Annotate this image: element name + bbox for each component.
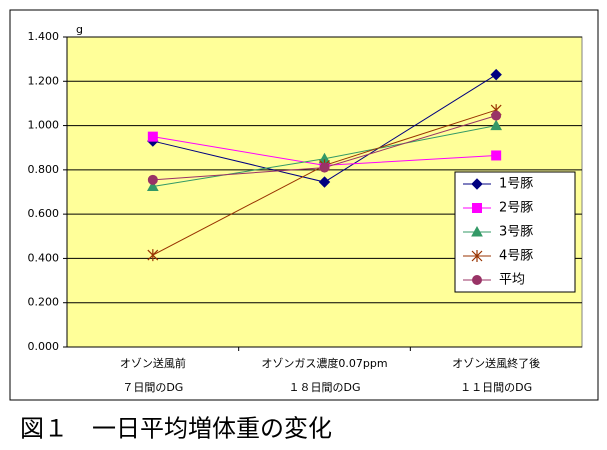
legend-label: 4号豚 bbox=[499, 249, 533, 264]
marker bbox=[318, 176, 331, 188]
legend-label: 2号豚 bbox=[499, 201, 533, 216]
marker bbox=[319, 162, 330, 173]
x-tick-label: オゾン送風終了後 bbox=[452, 356, 540, 370]
marker bbox=[471, 225, 483, 237]
y-tick-label: 0.400 bbox=[28, 251, 60, 264]
legend-label: 1号豚 bbox=[499, 177, 533, 192]
marker bbox=[490, 119, 503, 131]
y-tick-label: 0.000 bbox=[28, 340, 60, 353]
unit-label: g bbox=[76, 23, 83, 36]
marker bbox=[490, 68, 502, 81]
legend-label: 平均 bbox=[499, 273, 525, 288]
marker bbox=[471, 178, 483, 190]
caption: 図１ 一日平均増体重の変化 bbox=[20, 415, 332, 443]
y-tick-label: 1.400 bbox=[28, 30, 60, 43]
x-tick-label: オゾンガス濃度0.07ppm bbox=[261, 356, 387, 370]
marker bbox=[147, 174, 158, 185]
x-tick-label: １８日間のDG bbox=[289, 381, 361, 394]
marker bbox=[147, 131, 158, 142]
marker bbox=[472, 203, 482, 213]
y-tick-label: 1.200 bbox=[28, 74, 60, 87]
y-tick-label: 0.800 bbox=[28, 163, 60, 176]
x-tick-label: オゾン送風前 bbox=[120, 356, 186, 370]
y-tick-label: 0.200 bbox=[28, 296, 60, 309]
marker bbox=[147, 249, 159, 262]
y-tick-label: 0.600 bbox=[28, 207, 60, 220]
marker bbox=[146, 180, 159, 191]
marker bbox=[471, 250, 483, 262]
x-tick-label: ７日間のDG bbox=[122, 381, 183, 394]
x-tick-label: １１日間のDG bbox=[460, 381, 532, 394]
marker bbox=[491, 150, 502, 161]
marker bbox=[491, 110, 502, 121]
legend-label: 3号豚 bbox=[499, 225, 533, 240]
y-tick-label: 1.000 bbox=[28, 119, 60, 132]
marker bbox=[472, 275, 482, 285]
